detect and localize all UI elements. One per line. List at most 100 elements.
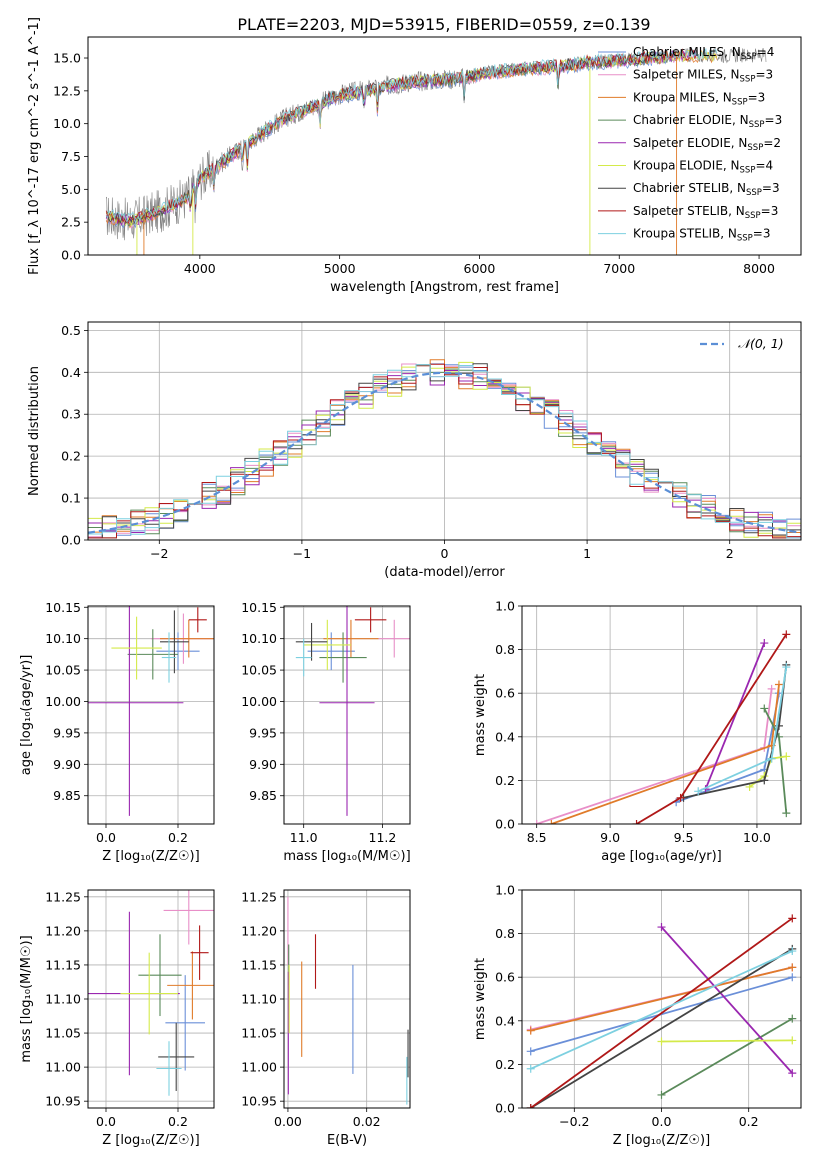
legend-count: 4: [767, 45, 775, 59]
legend-count: 3: [766, 68, 774, 82]
errorbar-point: [319, 606, 375, 816]
model-spectrum-line: [105, 47, 697, 224]
y-tick-label: 11.20: [45, 923, 81, 938]
weight-marker: [526, 1047, 535, 1056]
weight-marker: [782, 809, 791, 818]
weight-series-line: [660, 926, 793, 1074]
spectrum-axes: 4000 5000 6000 7000 8000 0.0 2.5 5.0 7.5 10.0 12.5…: [27, 17, 802, 295]
x-tick-label: 9.5: [674, 830, 694, 845]
x-tick-label: 7000: [603, 261, 635, 276]
y-tick-label: 9.95: [249, 725, 277, 740]
legend-count: 3: [775, 113, 783, 127]
legend-count: 2: [773, 136, 781, 150]
legend-separator: , N: [723, 159, 740, 173]
x-tick-label: 0.0: [96, 1114, 116, 1129]
mass-vs-EBV-points: [287, 896, 409, 1105]
y-tick-label: 10.15: [241, 600, 277, 615]
legend-count: 4: [766, 159, 774, 173]
legend-subscript: SSP: [749, 120, 765, 130]
y-tick-label: 10.95: [241, 1094, 277, 1109]
weight-marker: [782, 663, 791, 672]
model-spectrum-line: [105, 50, 697, 230]
normal-reference-curve: [88, 371, 801, 534]
legend-subscript: SSP: [732, 97, 748, 107]
age-vs-mass-points: [295, 606, 410, 816]
legend-subscript: SSP: [746, 188, 762, 198]
x-tick-label: 0.2: [168, 830, 188, 845]
x-tick-label: 0.0: [96, 830, 116, 845]
weight-marker: [676, 793, 685, 802]
legend-separator: , N: [723, 68, 740, 82]
x-tick-label: −0.2: [559, 1114, 589, 1129]
legend-separator: , N: [731, 136, 748, 150]
x-tick-label: 0: [441, 546, 449, 561]
age-vs-Z-points: [88, 606, 214, 816]
x-tick-label: 11.2: [369, 830, 397, 845]
weight-vs-age-lines: [532, 630, 791, 824]
y-tick-label: 10.05: [241, 663, 277, 678]
errorbar-point: [190, 925, 209, 980]
y-tick-label: 9.90: [249, 757, 277, 772]
y-tick-label: 11.20: [241, 923, 277, 938]
y-tick-label: 0.4: [495, 1013, 515, 1028]
weight-series-line: [530, 917, 793, 1108]
weight-marker: [526, 1104, 535, 1108]
y-tick-label: 11.25: [241, 889, 277, 904]
y-tick-label: 7.5: [61, 149, 81, 164]
mass-vs-Z-points: [88, 890, 214, 1096]
weight-marker: [526, 1064, 535, 1073]
y-tick-label: 0.8: [495, 926, 515, 941]
x-axis-label: Z [log₁₀(Z/Z☉)]: [613, 1133, 710, 1148]
spectrum-plot: [105, 47, 767, 255]
legend-entry: Chabrier MILES, NSSP=4: [633, 45, 774, 62]
x-axis-label: (data-model)/error: [384, 565, 505, 580]
axes-frame: [87, 889, 215, 1109]
weight-series-line: [530, 948, 793, 1108]
weight-marker: [782, 630, 791, 639]
weight-marker: [774, 680, 783, 689]
weight-vs-age-axes: 8.5 9.0 9.5 10.0 0.0 0.2 0.4 0.6 0.8 1.0 age [log₁…: [473, 599, 802, 864]
histogram-plot: [88, 359, 801, 539]
errorbar-point: [156, 632, 200, 671]
legend-equals: =: [763, 136, 773, 150]
plots-layer: 4000 5000 6000 7000 80000.02.55.07.510.012.5…: [19, 17, 802, 1148]
x-axis-label: E(B-V): [327, 1133, 367, 1148]
x-tick-label: 4000: [184, 261, 216, 276]
y-axis-label: mass weight: [473, 674, 488, 756]
y-tick-label: 10.0: [53, 116, 81, 131]
x-tick-label: −2: [150, 546, 168, 561]
legend-separator: , N: [728, 204, 745, 218]
legend-separator: , N: [720, 227, 737, 241]
y-tick-label: 11.10: [45, 992, 81, 1007]
weight-marker: [547, 820, 556, 824]
errorbar-point: [295, 622, 328, 661]
legend-subscript: SSP: [740, 75, 756, 85]
errorbar-point: [295, 638, 312, 677]
x-tick-label: 10.0: [743, 830, 771, 845]
y-tick-label: 0.5: [61, 323, 81, 338]
y-axis-label: mass [log₁₀(M/M☉)]: [19, 935, 34, 1062]
legend-model-name: Chabrier MILES: [633, 45, 724, 59]
legend-equals: =: [748, 90, 758, 104]
weight-marker: [632, 820, 641, 824]
x-axis-label: Z [log₁₀(Z/Z☉)]: [102, 1133, 199, 1148]
weight-marker: [532, 820, 541, 824]
y-axis-label: Flux [f_λ 10^-17 erg cm^-2 s^-1 A^-1]: [27, 17, 42, 275]
legend-count: 3: [763, 227, 771, 241]
x-tick-label: 0.2: [168, 1114, 188, 1129]
y-tick-label: 5.0: [61, 182, 81, 197]
x-tick-label: 0.0: [652, 1114, 672, 1129]
legend-entry: Salpeter MILES, NSSP=3: [633, 68, 773, 85]
axes-frame: [521, 605, 802, 825]
legend-subscript: SSP: [747, 143, 763, 153]
y-tick-label: 11.15: [241, 957, 277, 972]
model-spectrum-line: [105, 47, 718, 224]
weight-marker: [760, 704, 769, 713]
x-tick-label: 0.02: [353, 1114, 381, 1129]
weight-marker: [788, 1036, 797, 1045]
legend-model-name: Kroupa MILES: [633, 90, 715, 104]
legend-model-name: Salpeter MILES: [633, 68, 723, 82]
x-tick-label: 0.00: [274, 1114, 302, 1129]
legend-separator: , N: [729, 181, 746, 195]
y-tick-label: 10.10: [241, 631, 277, 646]
